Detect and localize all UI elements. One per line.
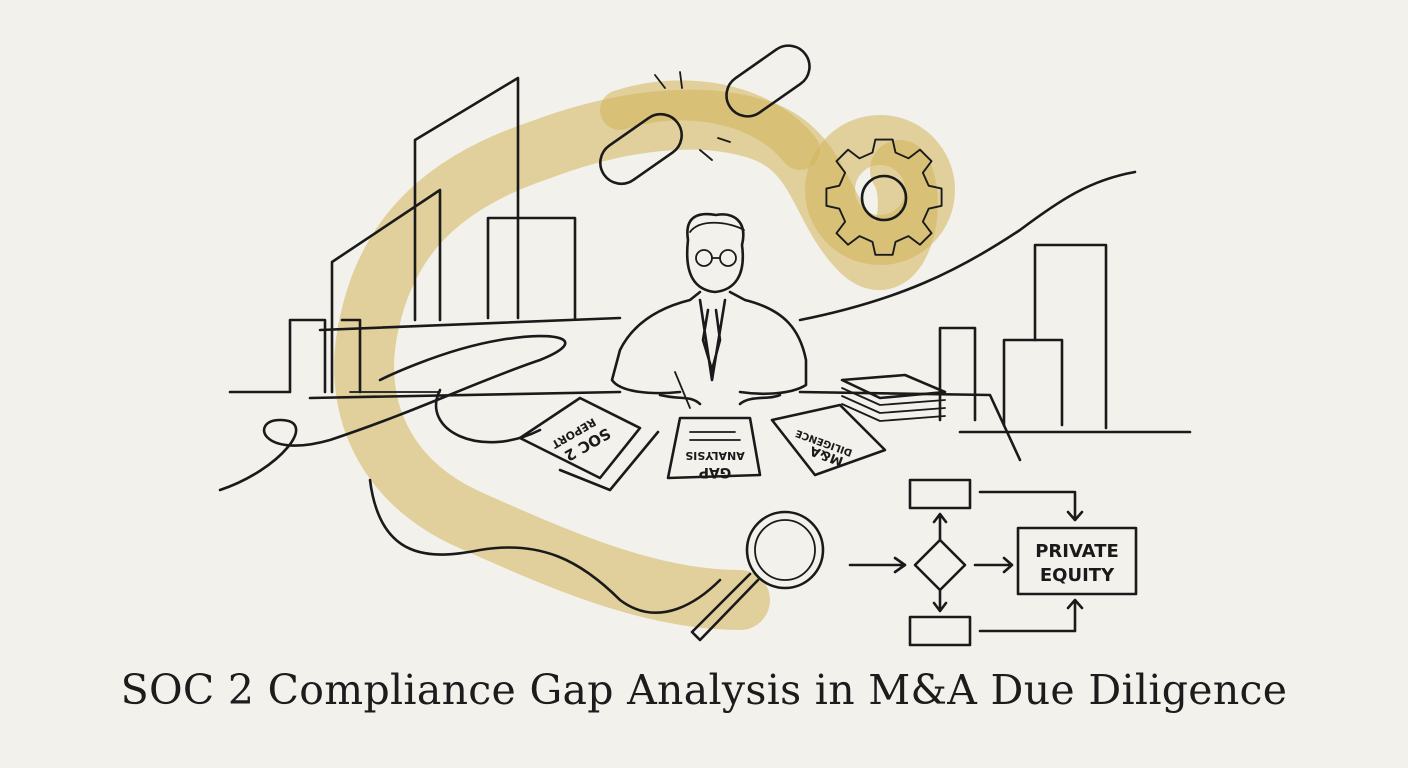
document-stack	[840, 373, 947, 422]
city-skyline	[228, 76, 622, 394]
private-equity-line2: EQUITY	[1040, 565, 1115, 586]
flowchart: PRIVATE EQUITY	[848, 478, 1138, 647]
gear-icon	[825, 138, 943, 256]
businessman-figure	[610, 212, 808, 409]
watercolor-swirl	[334, 80, 955, 630]
document-gap-analysis: GAP ANALYSIS	[666, 416, 762, 480]
document-soc2-report: SOC 2 REPORT	[518, 396, 660, 492]
gap-label-line1: GAP	[699, 464, 732, 480]
private-equity-line1: PRIVATE	[1035, 541, 1119, 562]
gap-label-line2: ANALYSIS	[685, 449, 745, 462]
illustration-title: SOC 2 Compliance Gap Analysis in M&A Due…	[120, 666, 1288, 714]
magnifying-glass-icon	[690, 510, 825, 642]
bar-buildings-right	[798, 170, 1192, 434]
broken-chain-icon	[599, 44, 811, 186]
